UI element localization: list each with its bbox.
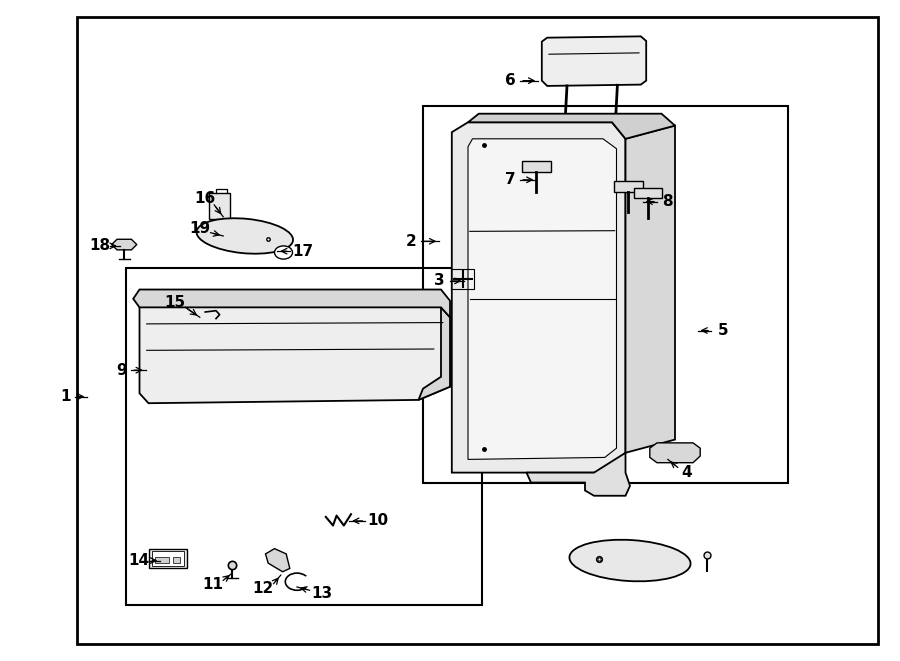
Text: 16: 16 xyxy=(194,191,216,206)
Text: 15: 15 xyxy=(164,295,185,310)
Text: 8: 8 xyxy=(662,194,673,209)
Text: 17: 17 xyxy=(292,244,313,258)
Ellipse shape xyxy=(196,218,293,254)
Text: 18: 18 xyxy=(89,239,111,253)
Text: 6: 6 xyxy=(505,73,516,88)
Polygon shape xyxy=(522,161,551,172)
Polygon shape xyxy=(468,114,675,139)
Polygon shape xyxy=(140,299,450,403)
Bar xyxy=(209,193,230,219)
Bar xyxy=(76,17,878,644)
Text: 13: 13 xyxy=(311,586,333,601)
Polygon shape xyxy=(634,188,662,198)
Polygon shape xyxy=(614,181,643,192)
Bar xyxy=(451,269,474,289)
Text: 2: 2 xyxy=(406,234,417,249)
Text: 12: 12 xyxy=(252,581,274,596)
Bar xyxy=(152,551,184,566)
Bar xyxy=(423,106,788,483)
Polygon shape xyxy=(112,239,137,250)
Text: 9: 9 xyxy=(116,363,127,377)
Wedge shape xyxy=(297,578,309,586)
Text: 10: 10 xyxy=(367,514,389,528)
Bar xyxy=(148,549,187,568)
Polygon shape xyxy=(418,307,450,400)
Text: 19: 19 xyxy=(189,221,211,236)
Text: 4: 4 xyxy=(681,465,692,480)
Polygon shape xyxy=(542,36,646,86)
Text: 7: 7 xyxy=(505,173,516,187)
Text: 3: 3 xyxy=(434,274,445,288)
Bar xyxy=(173,557,180,563)
Circle shape xyxy=(285,573,309,590)
Text: 11: 11 xyxy=(202,578,224,592)
Ellipse shape xyxy=(570,540,690,581)
Text: 5: 5 xyxy=(717,323,728,338)
Polygon shape xyxy=(526,453,630,496)
Text: 1: 1 xyxy=(60,389,71,404)
Text: 14: 14 xyxy=(128,553,149,568)
Bar xyxy=(155,557,169,563)
Polygon shape xyxy=(650,443,700,463)
Polygon shape xyxy=(452,122,626,473)
Polygon shape xyxy=(133,290,450,317)
Bar xyxy=(126,268,482,605)
Circle shape xyxy=(274,246,292,259)
Polygon shape xyxy=(266,549,290,572)
Polygon shape xyxy=(468,139,616,459)
Polygon shape xyxy=(626,126,675,453)
